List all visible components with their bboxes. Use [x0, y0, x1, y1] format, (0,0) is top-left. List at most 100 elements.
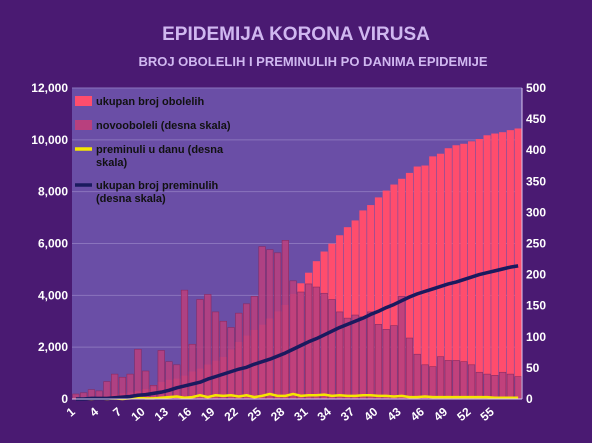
- bar-new-cases: [436, 356, 445, 400]
- legend-label: ukupan broj preminulih (desna skala): [96, 180, 219, 205]
- bar-total-cases: [405, 172, 414, 399]
- legend-swatch: [75, 96, 92, 106]
- bar-new-cases: [281, 240, 289, 400]
- bar-new-cases: [429, 366, 437, 400]
- bar-new-cases: [235, 312, 243, 400]
- bar-new-cases: [274, 252, 282, 400]
- bar-new-cases: [289, 280, 297, 400]
- y-right-tick-label: 100: [526, 330, 546, 344]
- series-lines: [75, 264, 519, 401]
- legend-label: preminuli u danu (desna skala): [96, 144, 224, 169]
- bar-new-cases: [242, 303, 251, 400]
- y-right-tick-label: 500: [526, 81, 546, 95]
- bar-new-cases: [499, 371, 507, 400]
- bar-total-cases: [467, 141, 476, 399]
- bar-new-cases: [134, 348, 142, 400]
- chart-title: EPIDEMIJA KORONA VIRUSA: [162, 24, 430, 45]
- bar-total-cases: [491, 133, 499, 399]
- bars-new-cases: [72, 240, 522, 400]
- legend-label: novooboleli (desna skala): [96, 120, 231, 132]
- bar-total-cases: [436, 153, 445, 399]
- series-line-daily-deaths: [75, 392, 519, 401]
- bar-total-cases: [413, 166, 421, 399]
- bar-total-cases: [374, 197, 383, 399]
- bar-total-cases: [514, 128, 522, 400]
- bar-new-cases: [491, 375, 499, 400]
- legend-swatch: [75, 120, 92, 130]
- bar-new-cases: [343, 317, 352, 400]
- y-right-tick-label: 350: [526, 174, 546, 188]
- bar-new-cases: [367, 311, 375, 400]
- chart-subtitle: BROJ OBOLELIH I PREMINULIH PO DANIMA EPI…: [138, 54, 487, 69]
- bar-total-cases: [343, 227, 352, 399]
- bar-total-cases: [390, 184, 398, 399]
- bar-new-cases: [173, 364, 181, 400]
- y-left-tick-label: 12,000: [31, 81, 68, 95]
- bar-new-cases: [351, 314, 359, 400]
- bar-total-cases: [351, 220, 359, 399]
- y-right-tick-label: 150: [526, 299, 546, 313]
- bar-new-cases: [180, 289, 189, 400]
- y-right-tick-label: 250: [526, 237, 546, 251]
- bar-total-cases: [421, 165, 429, 399]
- legend-label: ukupan broj obolelih: [96, 96, 204, 108]
- bar-new-cases: [211, 311, 220, 400]
- y-right-tick-label: 400: [526, 143, 546, 157]
- bar-new-cases: [266, 249, 274, 400]
- bar-total-cases: [475, 139, 483, 399]
- bar-total-cases: [398, 178, 406, 399]
- bar-new-cases: [413, 353, 421, 400]
- bar-new-cases: [328, 299, 336, 400]
- bar-new-cases: [506, 373, 514, 400]
- bar-total-cases: [444, 148, 452, 399]
- bar-new-cases: [111, 373, 119, 400]
- bar-new-cases: [460, 361, 468, 400]
- bar-new-cases: [204, 294, 212, 400]
- bar-new-cases: [320, 292, 328, 400]
- bar-total-cases: [429, 156, 437, 399]
- bar-new-cases: [421, 364, 429, 400]
- bar-new-cases: [219, 320, 227, 400]
- y-right-tick-label: 50: [526, 361, 540, 375]
- bar-new-cases: [398, 296, 406, 400]
- bar-new-cases: [359, 316, 367, 400]
- y-left-tick-label: 2,000: [38, 340, 68, 354]
- bar-new-cases: [452, 360, 460, 400]
- bar-new-cases: [514, 376, 522, 400]
- bar-total-cases: [367, 205, 375, 399]
- y-left-tick-label: 4,000: [38, 288, 68, 302]
- y-right-tick-label: 450: [526, 112, 546, 126]
- bar-new-cases: [405, 337, 414, 400]
- bar-total-cases: [359, 210, 367, 399]
- bar-total-cases: [382, 190, 390, 399]
- legend: ukupan broj obolelih novooboleli (desna s…: [75, 96, 231, 205]
- bar-total-cases: [506, 130, 514, 399]
- bar-new-cases: [103, 381, 111, 400]
- bar-new-cases: [475, 371, 483, 400]
- bar-total-cases: [499, 132, 507, 399]
- y-left-tick-label: 6,000: [38, 237, 68, 251]
- y-left-tick-label: 8,000: [38, 185, 68, 199]
- bar-new-cases: [258, 246, 266, 400]
- y-right-tick-label: 300: [526, 205, 546, 219]
- bar-new-cases: [374, 324, 383, 400]
- bar-new-cases: [250, 296, 258, 400]
- bar-new-cases: [227, 327, 235, 400]
- bar-new-cases: [390, 325, 398, 400]
- series-line-total-deaths: [75, 264, 519, 401]
- bar-new-cases: [483, 373, 491, 400]
- bar-total-cases: [452, 145, 460, 399]
- bar-new-cases: [165, 361, 173, 400]
- y-right-tick-label: 0: [526, 392, 533, 406]
- bar-new-cases: [444, 360, 452, 400]
- y-left-tick-label: 10,000: [31, 133, 68, 147]
- bar-total-cases: [460, 143, 468, 399]
- bar-new-cases: [312, 286, 320, 400]
- y-right-tick-label: 200: [526, 268, 546, 282]
- bar-total-cases: [483, 135, 491, 399]
- bar-new-cases: [467, 364, 476, 400]
- y-left-tick-label: 0: [61, 392, 68, 406]
- bar-new-cases: [382, 329, 390, 400]
- bar-new-cases: [188, 343, 196, 400]
